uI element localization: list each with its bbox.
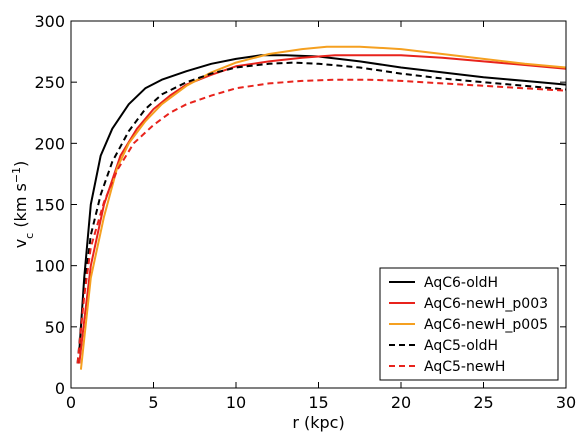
series-line-aqc6-newh-p005	[79, 45, 567, 370]
x-tick-label: 0	[66, 393, 76, 412]
y-axis-label-superscript: −1	[10, 167, 23, 183]
x-tick-label: 15	[308, 393, 328, 412]
plot-frame	[70, 20, 567, 389]
y-tick-label: 250	[34, 73, 65, 92]
y-axis-label-unit-open: (km s	[11, 183, 30, 233]
legend-label: AqC6-newH_p003	[424, 296, 548, 312]
y-axis-label-unit-close: )	[11, 161, 30, 167]
x-tick-label: 10	[226, 393, 246, 412]
y-tick-label: 200	[34, 134, 65, 153]
y-tick-label: 300	[34, 12, 65, 31]
legend-label: AqC5-newH	[424, 359, 505, 375]
y-axis-label: vc (km s−1)	[10, 161, 36, 249]
y-axis-label-subscript: c	[23, 233, 36, 239]
y-tick-label: 0	[55, 379, 65, 398]
y-tick-label: 100	[34, 257, 65, 276]
x-tick-label: 25	[473, 393, 493, 412]
series-line-aqc6-oldh	[78, 54, 567, 352]
y-axis-label-base: v	[11, 239, 30, 248]
legend-label: AqC6-newH_p005	[424, 317, 548, 333]
x-tick-label: 20	[391, 393, 411, 412]
legend-label: AqC5-oldH	[424, 338, 498, 354]
series-lines	[76, 45, 567, 370]
x-axis-label: r (kpc)	[292, 413, 344, 432]
legend-label: AqC6-oldH	[424, 275, 498, 291]
y-tick-label: 150	[34, 196, 65, 215]
x-tick-label: 5	[148, 393, 158, 412]
legend: AqC6-oldH AqC6-newH_p003 AqC6-newH_p005 AqC…	[379, 267, 559, 381]
x-tick-label: 30	[556, 393, 576, 412]
series-line-aqc5-newh	[76, 78, 567, 364]
y-tick-label: 50	[45, 318, 65, 337]
